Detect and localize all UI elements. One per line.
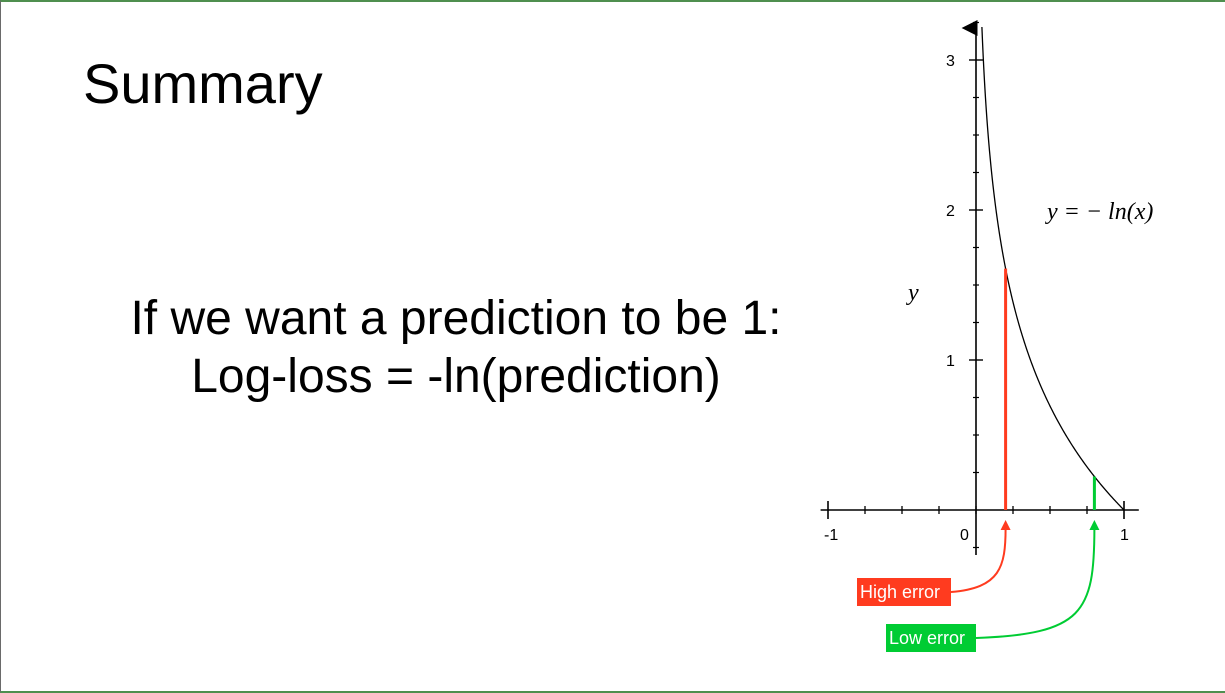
x-tick-label: 1: [1120, 527, 1129, 544]
high-error-arrow: [950, 527, 1007, 593]
neg-log-curve: [981, 26, 1125, 511]
curve-label: y = − ln(x): [1045, 199, 1153, 225]
curve-label-text: y = − ln(x): [1045, 199, 1153, 225]
y-tick-label: 3: [946, 53, 955, 70]
slide-body: If we want a prediction to be 1: Log-los…: [61, 290, 851, 406]
body-line-2: Log-loss = -ln(prediction): [191, 350, 721, 403]
low-error-arrowhead: [1089, 520, 1100, 530]
x-tick-label: 0: [960, 527, 969, 544]
y-tick-label: 2: [946, 203, 955, 220]
x-tick-label: -1: [824, 527, 838, 544]
slide-title: Summary: [83, 52, 323, 115]
low-error-arrow: [975, 527, 1096, 639]
error-highlights: [1004, 268, 1096, 510]
low-error-label: Low error: [889, 628, 965, 648]
y-axis-label: y: [906, 280, 919, 306]
low-error-label-box: [886, 624, 976, 652]
plot-tick-labels: -1 0 1 1 2 3: [824, 53, 1129, 544]
y-tick-label: 1: [946, 353, 955, 370]
callouts: High error Low error: [857, 520, 1100, 652]
plot-axes: [820, 20, 1139, 555]
body-line-1: If we want a prediction to be 1:: [130, 292, 782, 345]
high-error-label: High error: [860, 582, 940, 602]
high-error-label-box: [857, 578, 951, 606]
plot-ticks: [827, 21, 1125, 549]
high-error-arrowhead: [1000, 520, 1011, 530]
